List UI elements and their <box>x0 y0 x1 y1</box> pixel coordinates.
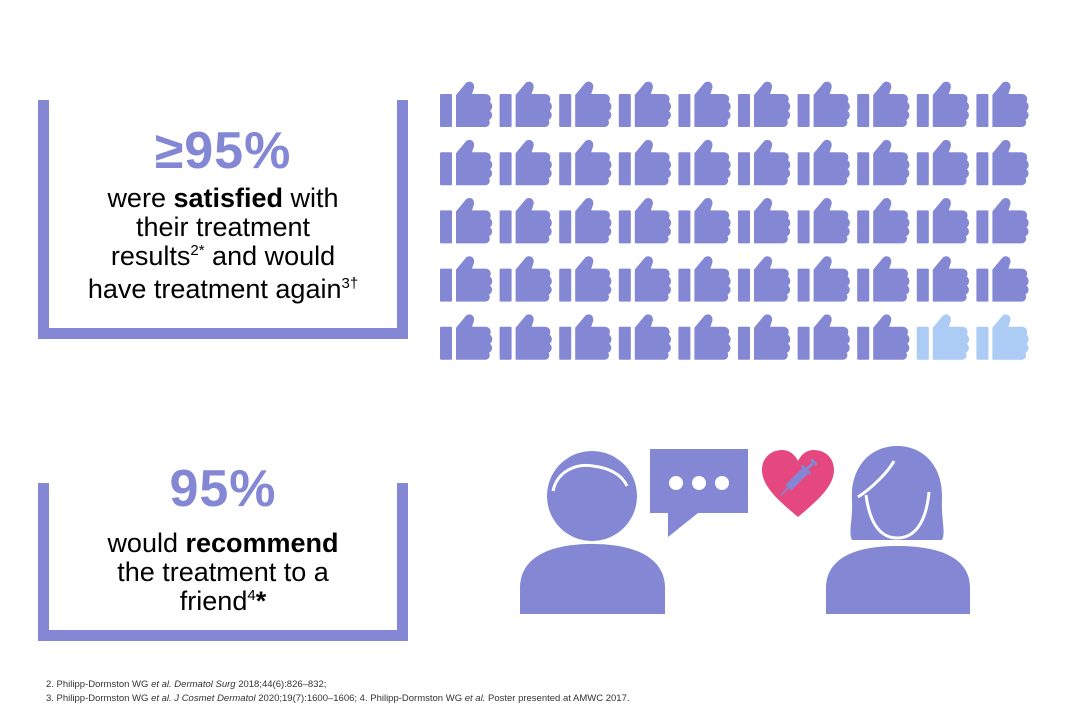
text: 2020;19(7):1600–1606; 4. Philipp-Dormsto… <box>255 693 465 704</box>
stat-recommend-description: would recommend the treatment to a frien… <box>48 529 398 620</box>
text: et al. <box>151 693 172 704</box>
desc-line: friend4* <box>48 587 398 620</box>
references: 2. Philipp-Dormston WG et al. Dermatol S… <box>46 678 1046 706</box>
reference-line: 2. Philipp-Dormston WG et al. Dermatol S… <box>46 678 1046 692</box>
text: with <box>283 183 339 213</box>
desc-line: the treatment to a <box>117 557 329 587</box>
heart-syringe-icon <box>762 450 834 517</box>
desc-line: have treatment again3† <box>48 275 398 308</box>
journal-name: J Cosmet Dermatol <box>171 693 256 704</box>
footnote-marker: 3† <box>341 275 359 292</box>
speech-bubble-icon <box>650 449 748 537</box>
footnote-marker: 4 <box>247 587 256 604</box>
footnote-marker: * <box>255 586 267 616</box>
desc-line: results2* and would <box>48 242 398 275</box>
reference-line: 3. Philipp-Dormston WG et al. J Cosmet D… <box>46 692 1046 706</box>
text: 3. Philipp-Dormston WG <box>46 693 152 704</box>
person-icon <box>520 451 665 614</box>
footnote-marker: 2* <box>190 242 205 259</box>
text: et al. <box>464 693 486 704</box>
text: have treatment again <box>87 274 342 304</box>
emphasis-satisfied: satisfied <box>173 183 284 213</box>
text: were <box>107 183 174 213</box>
stat-satisfied-value: ≥95% <box>154 122 292 180</box>
text: would <box>107 528 186 558</box>
desc-line: their treatment <box>135 212 311 242</box>
text: et al. <box>151 679 172 690</box>
stat-frame-satisfied <box>38 100 408 339</box>
person-female-icon <box>826 446 970 614</box>
emphasis-recommend: recommend <box>185 528 339 558</box>
desc-line: would recommend <box>48 529 398 558</box>
stat-recommend-value: 95% <box>169 460 277 518</box>
journal-name: Dermatol Surg <box>171 679 236 690</box>
text: friend <box>179 586 248 616</box>
text: results <box>110 241 191 271</box>
stat-satisfied: ≥95% were satisfied with their treatment… <box>48 120 398 308</box>
stat-frame-recommend <box>38 483 408 641</box>
text: 2. Philipp-Dormston WG <box>46 679 152 690</box>
text: and would <box>204 241 336 271</box>
stat-recommend: 95% would recommend the treatment to a f… <box>48 458 398 620</box>
desc-line: were satisfied with <box>48 184 398 213</box>
text: 2018;44(6):826–832; <box>235 679 327 690</box>
text: Poster presented at AMWC 2017. <box>485 693 630 704</box>
stat-satisfied-description: were satisfied with their treatment resu… <box>48 184 398 308</box>
